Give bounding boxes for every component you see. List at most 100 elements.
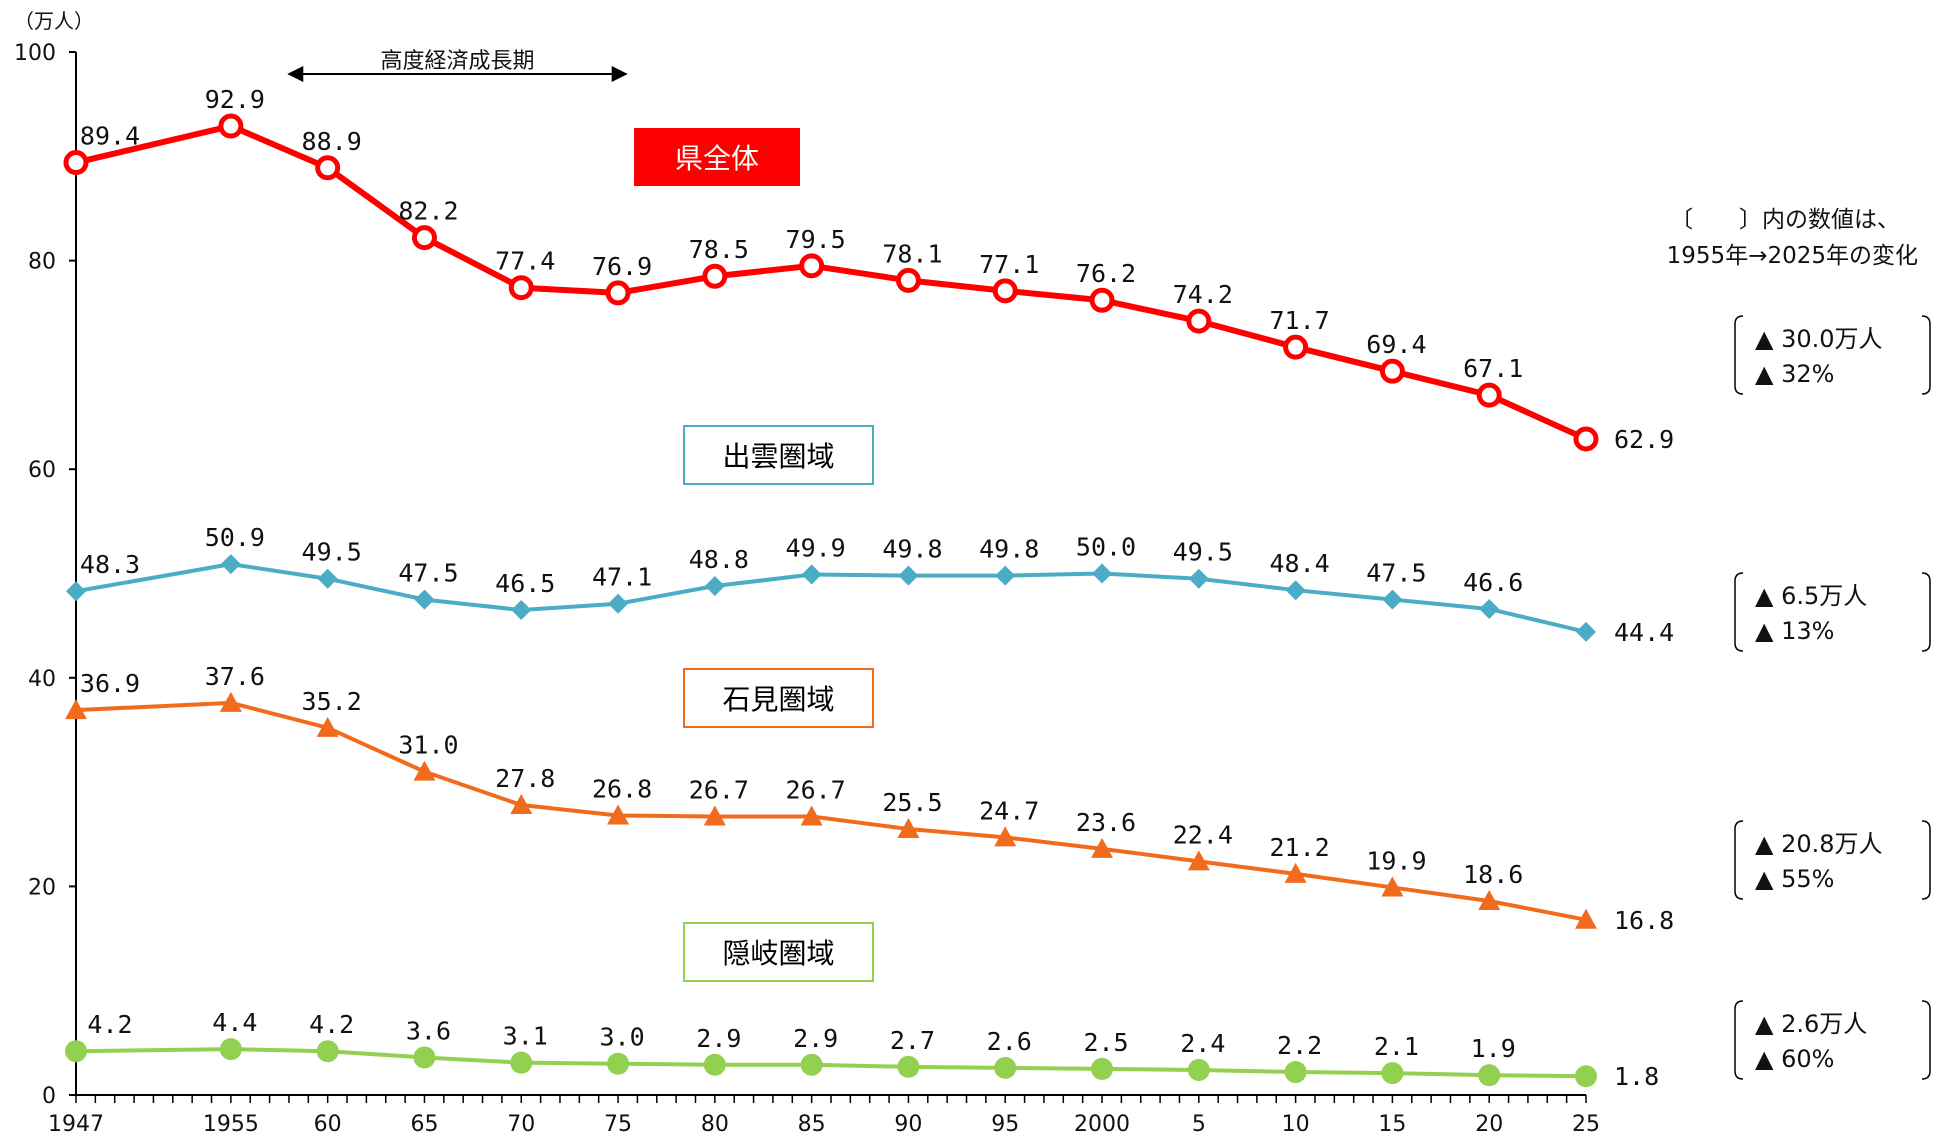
data-label: 89.4 — [80, 122, 140, 151]
x-tick-label: 1947 — [48, 1112, 104, 1137]
data-label: 47.5 — [398, 559, 458, 588]
data-point — [898, 565, 919, 586]
region-label-iwami: 石見圏域 — [683, 668, 874, 728]
data-label: 22.4 — [1173, 820, 1233, 849]
data-point — [800, 805, 823, 826]
y-unit-label: （万人） — [14, 9, 94, 33]
data-point — [511, 600, 532, 621]
x-tick-label: 10 — [1282, 1112, 1310, 1137]
data-label: 23.6 — [1076, 808, 1136, 837]
bracket-right — [1921, 315, 1931, 395]
data-point — [1091, 1057, 1114, 1080]
x-tick-label: 60 — [314, 1112, 342, 1137]
data-point — [1283, 334, 1309, 360]
note-line-1: 〔 〕内の数値は、 — [1670, 207, 1900, 233]
data-point — [219, 1038, 242, 1061]
data-label: 79.5 — [786, 225, 846, 254]
data-point — [65, 699, 87, 720]
data-label: 16.8 — [1614, 906, 1674, 935]
data-point — [508, 275, 534, 301]
x-tick-label: 95 — [991, 1112, 1019, 1137]
data-point — [315, 155, 341, 181]
y-tick-label: 0 — [42, 1084, 56, 1109]
data-point — [897, 818, 920, 839]
data-point — [992, 278, 1018, 304]
data-point — [317, 568, 338, 589]
data-point — [994, 826, 1017, 847]
x-tick-label: 85 — [798, 1112, 826, 1137]
data-point — [510, 794, 533, 815]
data-label: 18.6 — [1463, 860, 1523, 889]
data-label: 49.5 — [1173, 538, 1233, 567]
data-label: 48.4 — [1270, 549, 1330, 578]
data-label: 2.9 — [696, 1024, 741, 1053]
bracket-right — [1921, 572, 1931, 652]
data-point — [411, 225, 437, 251]
data-label: 88.9 — [302, 127, 362, 156]
note-line-2: 1955年→2025年の変化 — [1667, 243, 1918, 269]
period-annotation: 高度経済成長期 — [287, 49, 628, 82]
change-amount: ▲ 6.5万人 — [1755, 582, 1867, 610]
data-point — [1573, 426, 1599, 452]
data-label: 69.4 — [1366, 330, 1426, 359]
data-label: 76.9 — [592, 252, 652, 281]
data-point — [608, 593, 629, 614]
data-point — [1285, 580, 1306, 601]
bracket-left — [1734, 315, 1744, 395]
x-tick-label: 20 — [1475, 1112, 1503, 1137]
y-tick-label: 60 — [28, 458, 56, 483]
data-label: 78.5 — [689, 235, 749, 264]
data-point — [219, 691, 242, 712]
data-label: 50.0 — [1076, 533, 1136, 562]
bracket-left — [1734, 820, 1744, 900]
data-label: 2.5 — [1083, 1028, 1128, 1057]
data-label: 21.2 — [1270, 833, 1330, 862]
x-tick-label: 15 — [1378, 1112, 1406, 1137]
data-point — [702, 263, 728, 289]
data-label: 47.1 — [592, 563, 652, 592]
data-label: 2.2 — [1277, 1031, 1322, 1060]
data-point — [413, 1046, 436, 1069]
data-point — [1381, 876, 1404, 897]
data-label: 49.9 — [786, 534, 846, 563]
data-label: 19.9 — [1366, 846, 1426, 875]
data-label: 74.2 — [1173, 280, 1233, 309]
data-point — [1575, 1065, 1597, 1088]
bracket-left — [1734, 1000, 1744, 1080]
data-label: 4.4 — [212, 1008, 257, 1037]
data-point — [703, 805, 726, 826]
data-label: 4.2 — [309, 1010, 354, 1039]
data-point — [1092, 563, 1113, 584]
data-point — [1575, 908, 1597, 929]
data-label: 3.6 — [406, 1016, 451, 1045]
data-point — [510, 1051, 533, 1074]
data-point — [1187, 1058, 1210, 1081]
series-line — [75, 562, 1587, 634]
data-point — [66, 581, 86, 602]
bracket-right — [1921, 820, 1931, 900]
y-tick-label: 80 — [28, 250, 56, 275]
change-amount: ▲ 2.6万人 — [1755, 1010, 1867, 1038]
data-label: 77.4 — [495, 247, 555, 276]
change-percent: ▲ 13% — [1755, 617, 1834, 645]
data-point — [1479, 598, 1500, 619]
data-label: 26.8 — [592, 774, 652, 803]
x-tick-label: 5 — [1192, 1112, 1206, 1137]
value-labels: 89.4 92.9 88.9 82.2 77.4 76.9 78.5 79.5 78.1 77.1… — [80, 85, 1674, 1091]
change-percent: ▲ 60% — [1755, 1045, 1834, 1073]
data-point — [895, 267, 921, 293]
x-tick-label: 70 — [507, 1112, 535, 1137]
data-point — [65, 1040, 87, 1063]
period-label: 高度経済成長期 — [380, 49, 534, 74]
data-label: 78.1 — [882, 239, 942, 268]
data-label: 46.5 — [495, 569, 555, 598]
data-point — [218, 113, 244, 139]
data-label: 4.2 — [87, 1010, 132, 1039]
data-label: 27.8 — [495, 764, 555, 793]
x-tick-label: 2000 — [1074, 1112, 1130, 1137]
data-label: 1.8 — [1614, 1062, 1659, 1091]
data-label: 37.6 — [205, 662, 265, 691]
data-point — [607, 804, 630, 825]
change-amount: ▲ 20.8万人 — [1755, 830, 1883, 858]
